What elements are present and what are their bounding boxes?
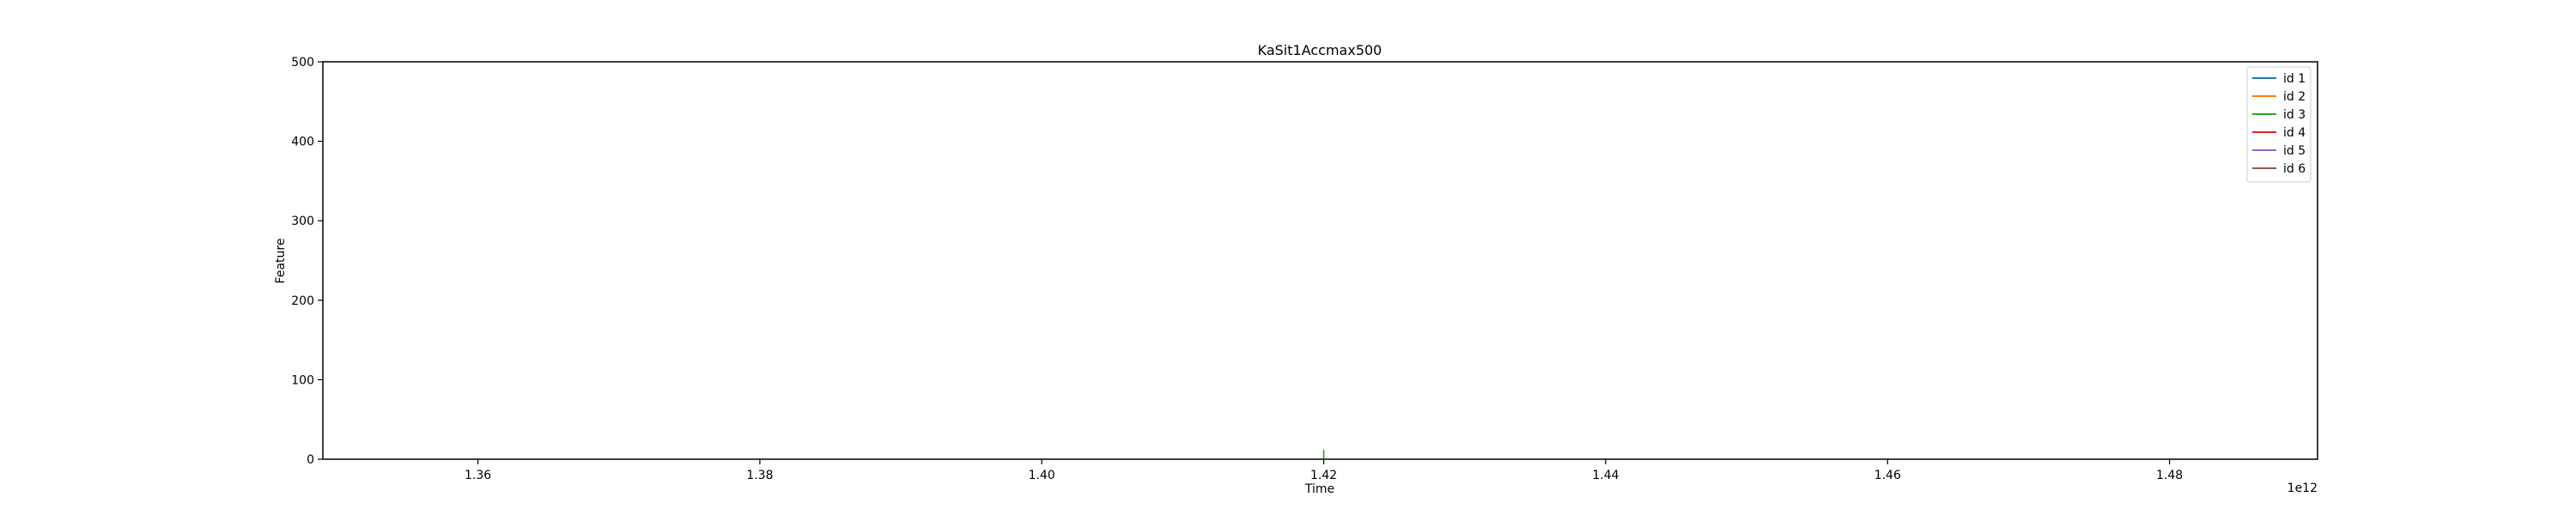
y-tick-label: 500: [291, 56, 314, 70]
x-tick-label: 1.46: [1874, 469, 1901, 482]
legend-label: id 6: [2283, 162, 2306, 176]
x-tick-label: 1.38: [746, 469, 773, 482]
x-axis-label: Time: [1304, 482, 1334, 496]
x-offset-label: 1e12: [2287, 482, 2318, 495]
legend-label: id 5: [2283, 144, 2306, 158]
x-tick-label: 1.44: [1592, 469, 1619, 482]
x-tick-label: 1.48: [2156, 469, 2183, 482]
legend-label: id 2: [2283, 90, 2306, 104]
y-tick-label: 300: [291, 215, 314, 228]
legend-label: id 1: [2283, 72, 2306, 86]
y-tick-label: 0: [307, 453, 314, 467]
legend-label: id 4: [2283, 126, 2306, 140]
axis-ticks: 1.36 1.38 1.40 1.42 1.44 1.46 1.48 0 100 200 300 40…: [291, 56, 2183, 482]
plot-frame: [322, 61, 2318, 460]
x-tick-label: 1.40: [1029, 469, 1055, 482]
y-axis-label: Feature: [274, 239, 288, 284]
x-tick-label: 1.42: [1310, 469, 1337, 482]
legend-label: id 3: [2283, 108, 2306, 122]
legend: id 1 id 2 id 3 id 4 id 5 id 6: [2246, 66, 2312, 183]
x-tick-label: 1.36: [465, 469, 491, 482]
y-tick-label: 200: [291, 294, 314, 308]
chart-title: KaSit1Accmax500: [1258, 42, 1382, 58]
y-tick-label: 400: [291, 136, 314, 149]
y-tick-label: 100: [291, 373, 314, 387]
